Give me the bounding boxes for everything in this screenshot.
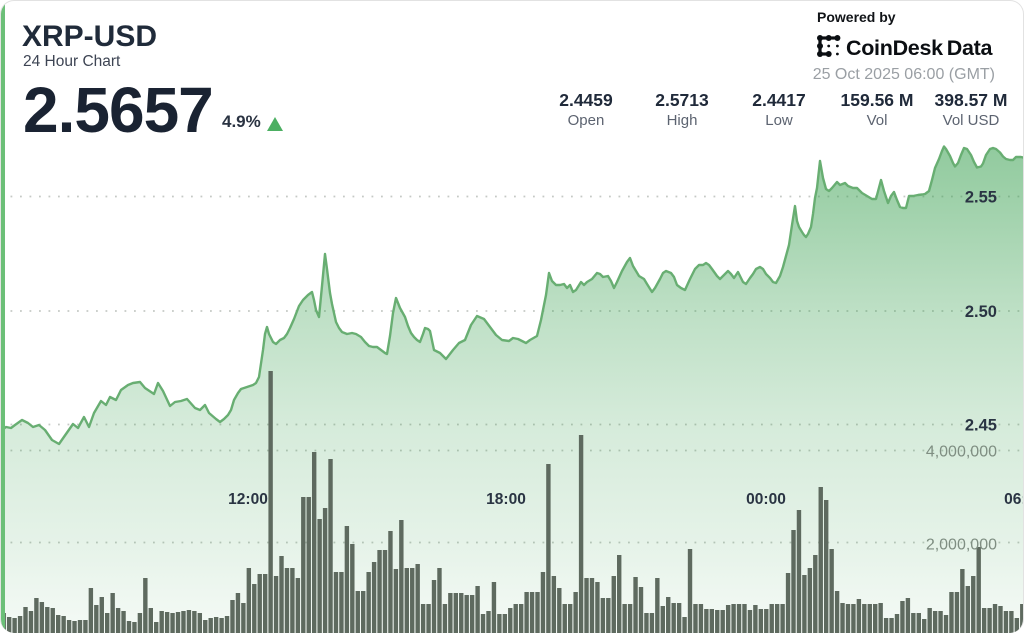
svg-text:18:00: 18:00 <box>486 491 526 508</box>
svg-text:06:00: 06:00 <box>1004 491 1024 508</box>
svg-text:4,000,000: 4,000,000 <box>926 444 997 461</box>
svg-text:00:00: 00:00 <box>746 491 786 508</box>
svg-text:2,000,000: 2,000,000 <box>926 537 997 554</box>
svg-text:2.45: 2.45 <box>965 417 997 435</box>
svg-text:CoinDesk Data: CoinDesk Data <box>846 36 994 60</box>
svg-text:2.50: 2.50 <box>965 303 997 321</box>
svg-text:2.55: 2.55 <box>965 189 997 207</box>
svg-text:12:00: 12:00 <box>228 491 268 508</box>
